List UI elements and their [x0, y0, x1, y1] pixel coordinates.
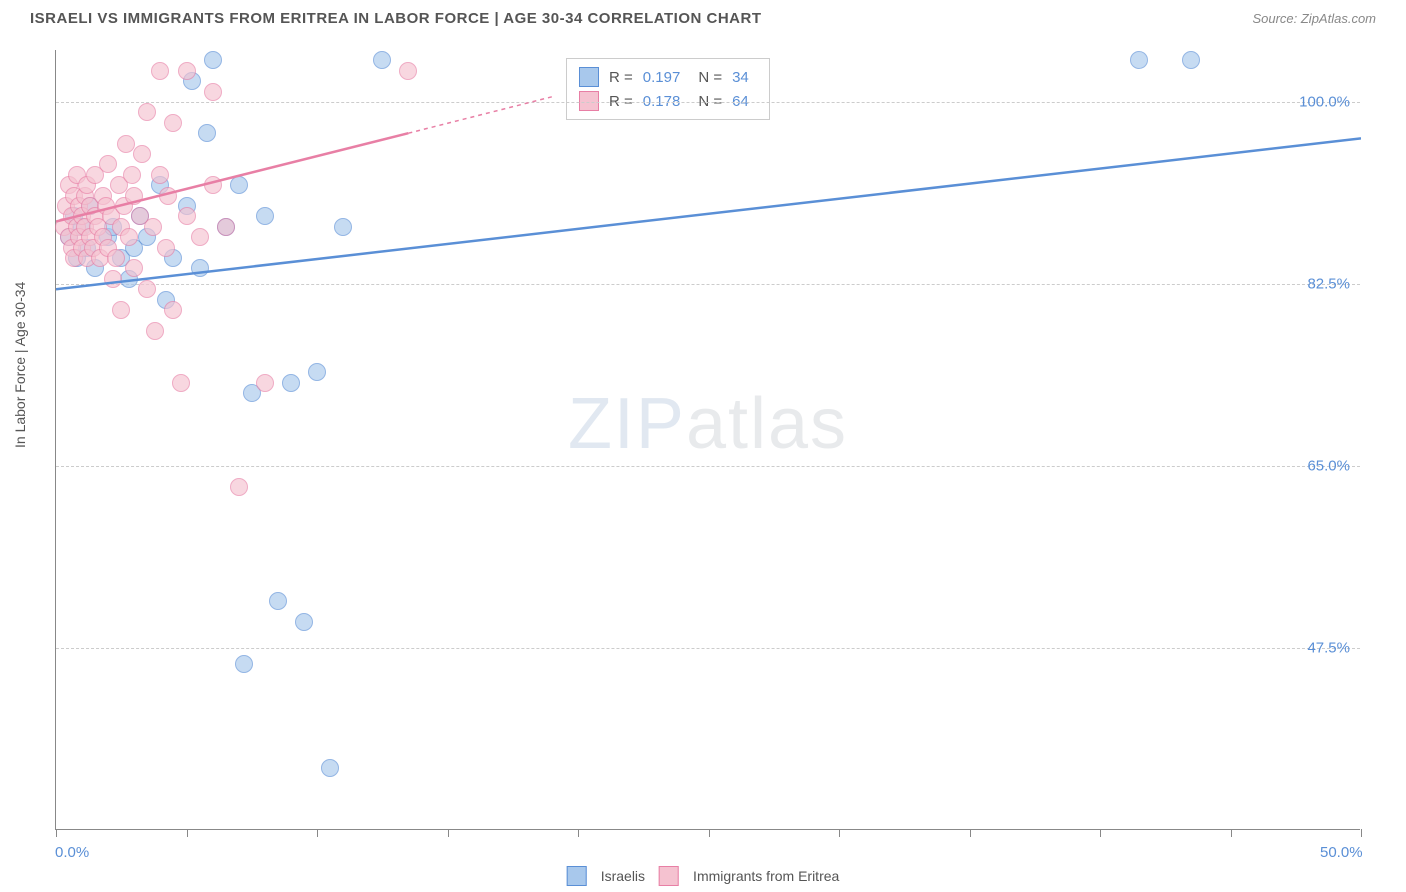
data-point — [334, 218, 352, 236]
watermark: ZIPatlas — [568, 383, 848, 465]
x-tick — [56, 829, 57, 837]
data-point — [164, 114, 182, 132]
r-label: R = — [609, 69, 633, 86]
data-point — [269, 592, 287, 610]
y-axis-label: In Labor Force | Age 30-34 — [12, 282, 28, 448]
legend-swatch — [567, 866, 587, 886]
gridline-horizontal — [56, 648, 1360, 649]
data-point — [104, 270, 122, 288]
data-point — [120, 228, 138, 246]
x-tick-label: 0.0% — [55, 844, 89, 861]
x-tick — [187, 829, 188, 837]
chart-header: ISRAELI VS IMMIGRANTS FROM ERITREA IN LA… — [0, 0, 1406, 35]
data-point — [125, 187, 143, 205]
data-point — [191, 259, 209, 277]
y-tick-label: 47.5% — [1307, 640, 1350, 657]
correlation-stats-box: R = 0.197 N = 34 R = 0.178 N = 64 — [566, 58, 770, 120]
legend-swatch — [579, 67, 599, 87]
r-label: R = — [609, 93, 633, 110]
data-point — [256, 207, 274, 225]
data-point — [138, 280, 156, 298]
legend-swatch — [659, 866, 679, 886]
n-value: 64 — [732, 93, 749, 110]
gridline-horizontal — [56, 102, 1360, 103]
stats-row: R = 0.197 N = 34 — [579, 65, 757, 89]
data-point — [198, 124, 216, 142]
data-point — [230, 478, 248, 496]
y-tick-label: 82.5% — [1307, 276, 1350, 293]
x-tick — [317, 829, 318, 837]
x-tick — [1361, 829, 1362, 837]
data-point — [164, 301, 182, 319]
data-point — [99, 155, 117, 173]
gridline-horizontal — [56, 466, 1360, 467]
data-point — [123, 166, 141, 184]
data-point — [1130, 51, 1148, 69]
data-point — [157, 239, 175, 257]
x-tick — [1100, 829, 1101, 837]
r-value: 0.197 — [643, 69, 681, 86]
x-tick — [578, 829, 579, 837]
data-point — [159, 187, 177, 205]
data-point — [373, 51, 391, 69]
data-point — [178, 62, 196, 80]
x-tick — [839, 829, 840, 837]
data-point — [138, 103, 156, 121]
data-point — [151, 62, 169, 80]
gridline-horizontal — [56, 284, 1360, 285]
data-point — [107, 249, 125, 267]
data-point — [172, 374, 190, 392]
data-point — [112, 301, 130, 319]
x-tick — [1231, 829, 1232, 837]
data-point — [204, 176, 222, 194]
legend-swatch — [579, 91, 599, 111]
data-point — [308, 363, 326, 381]
data-point — [295, 613, 313, 631]
y-tick-label: 65.0% — [1307, 458, 1350, 475]
legend-label: Immigrants from Eritrea — [693, 868, 839, 884]
data-point — [321, 759, 339, 777]
x-tick — [970, 829, 971, 837]
data-point — [204, 83, 222, 101]
x-tick-label: 50.0% — [1320, 844, 1363, 861]
data-point — [256, 374, 274, 392]
data-point — [204, 51, 222, 69]
legend-label: Israelis — [601, 868, 645, 884]
stats-row: R = 0.178 N = 64 — [579, 89, 757, 113]
x-tick — [709, 829, 710, 837]
data-point — [146, 322, 164, 340]
data-point — [399, 62, 417, 80]
data-point — [235, 655, 253, 673]
chart-legend: Israelis Immigrants from Eritrea — [567, 866, 840, 886]
data-point — [178, 207, 196, 225]
chart-title: ISRAELI VS IMMIGRANTS FROM ERITREA IN LA… — [30, 10, 762, 27]
data-point — [230, 176, 248, 194]
data-point — [144, 218, 162, 236]
n-value: 34 — [732, 69, 749, 86]
data-point — [1182, 51, 1200, 69]
data-point — [217, 218, 235, 236]
n-label: N = — [698, 93, 722, 110]
trend-lines — [56, 50, 1361, 830]
scatter-chart: ZIPatlas R = 0.197 N = 34 R = 0.178 N = 64 47.5… — [55, 50, 1360, 830]
r-value: 0.178 — [643, 93, 681, 110]
data-point — [191, 228, 209, 246]
data-point — [125, 259, 143, 277]
data-point — [133, 145, 151, 163]
x-tick — [448, 829, 449, 837]
data-point — [282, 374, 300, 392]
data-point — [151, 166, 169, 184]
n-label: N = — [698, 69, 722, 86]
source-label: Source: ZipAtlas.com — [1252, 11, 1376, 26]
y-tick-label: 100.0% — [1299, 94, 1350, 111]
